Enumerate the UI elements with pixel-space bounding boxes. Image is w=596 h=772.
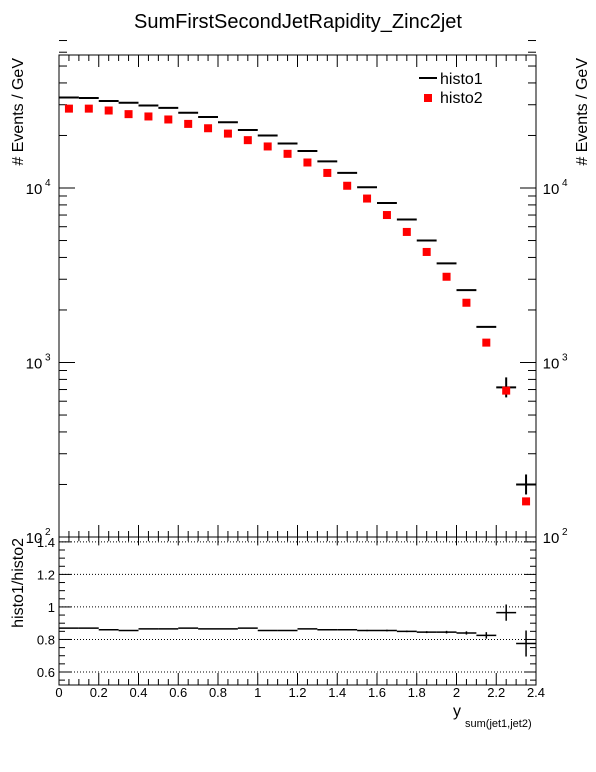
histo2-point	[502, 386, 511, 395]
main-data-marks	[59, 96, 536, 506]
histo2-point	[144, 112, 153, 121]
ratio-y-tick-label: 1.2	[37, 567, 55, 582]
x-tick-label: 2.2	[487, 685, 505, 700]
histo2-point	[482, 338, 491, 347]
histo2-point	[84, 104, 93, 113]
main-plot-frame	[58, 54, 537, 538]
histo2-point	[124, 110, 133, 119]
x-tick-label: 1	[254, 685, 261, 700]
histo2-point	[243, 136, 252, 145]
y-tick-label-right: 10	[543, 181, 560, 198]
ratio-y-tick-label: 0.8	[37, 632, 55, 647]
histo2-point	[363, 194, 372, 203]
x-tick-label: 2	[453, 685, 460, 700]
histo2-point	[343, 181, 352, 190]
y-tick-label-right: 10	[543, 530, 560, 547]
x-axis-label-subscript: sum(jet1,jet2)	[465, 718, 532, 730]
histo2-point	[263, 142, 272, 151]
y-tick-label-right: 10	[543, 356, 560, 373]
x-tick-label: 1.2	[288, 685, 306, 700]
legend: histo1 histo2	[419, 71, 483, 107]
histo2-point	[323, 168, 332, 177]
histo2-point	[164, 115, 173, 124]
y-tick-label-left: 10	[26, 181, 43, 198]
y-tick-label-left: 10	[26, 530, 43, 547]
legend-marker-histo2	[424, 94, 432, 102]
ratio-grid	[59, 541, 536, 673]
x-tick-label: 0.4	[129, 685, 147, 700]
x-tick-label: 0.8	[209, 685, 227, 700]
y-tick-exponent-right: 3	[562, 353, 568, 364]
legend-label-histo2: histo2	[440, 90, 483, 107]
chart-title: SumFirstSecondJetRapidity_Zinc2jet	[134, 11, 462, 33]
y-tick-exponent-left: 3	[45, 353, 51, 364]
ratio-plot-frame	[58, 536, 537, 686]
y-axis-label-right: # Events / GeV	[574, 58, 591, 166]
ratio-y-tick-label: 1.4	[37, 535, 55, 550]
y-tick-exponent-left: 2	[45, 527, 51, 538]
x-axis-label: y sum(jet1,jet2)	[453, 703, 532, 730]
x-tick-label: 0	[55, 685, 62, 700]
histo2-point	[104, 106, 113, 115]
histo2-point	[522, 497, 531, 506]
x-axis-label-main: y	[453, 703, 461, 720]
histo2-point	[223, 129, 232, 138]
x-tick-label: 1.4	[328, 685, 346, 700]
ratio-y-tick-label: 0.6	[37, 665, 55, 680]
y-tick-exponent-left: 4	[45, 178, 51, 189]
histo2-point	[204, 124, 213, 133]
histo2-point	[402, 227, 411, 236]
histo2-point	[382, 211, 391, 220]
legend-label-histo1: histo1	[440, 71, 483, 88]
histo2-point	[303, 158, 312, 167]
histo2-point	[422, 247, 431, 256]
ratio-axes: 0 0.2 0.4 0.6 0.8 1 1.2 1.4 1.6 1.8 2 2.2 2.4 0.6 0.8 1…	[37, 535, 545, 700]
y-tick-exponent-right: 4	[562, 178, 568, 189]
histo2-point	[442, 272, 451, 281]
x-tick-label: 1.6	[368, 685, 386, 700]
x-tick-label: 0.6	[169, 685, 187, 700]
ratio-y-tick-label: 1	[48, 600, 55, 615]
x-tick-label: 1.8	[408, 685, 426, 700]
ratio-y-axis-label: histo1/histo2	[10, 538, 27, 628]
histo2-point	[283, 149, 292, 158]
y-tick-label-left: 10	[26, 356, 43, 373]
x-tick-label: 2.4	[527, 685, 545, 700]
ratio-data-marks	[59, 604, 536, 657]
histo2-point	[64, 104, 73, 113]
y-axis-label-left: # Events / GeV	[10, 58, 27, 166]
histo2-point	[462, 298, 471, 307]
x-tick-label: 0.2	[90, 685, 108, 700]
histo2-point	[184, 119, 193, 128]
y-tick-exponent-right: 2	[562, 527, 568, 538]
